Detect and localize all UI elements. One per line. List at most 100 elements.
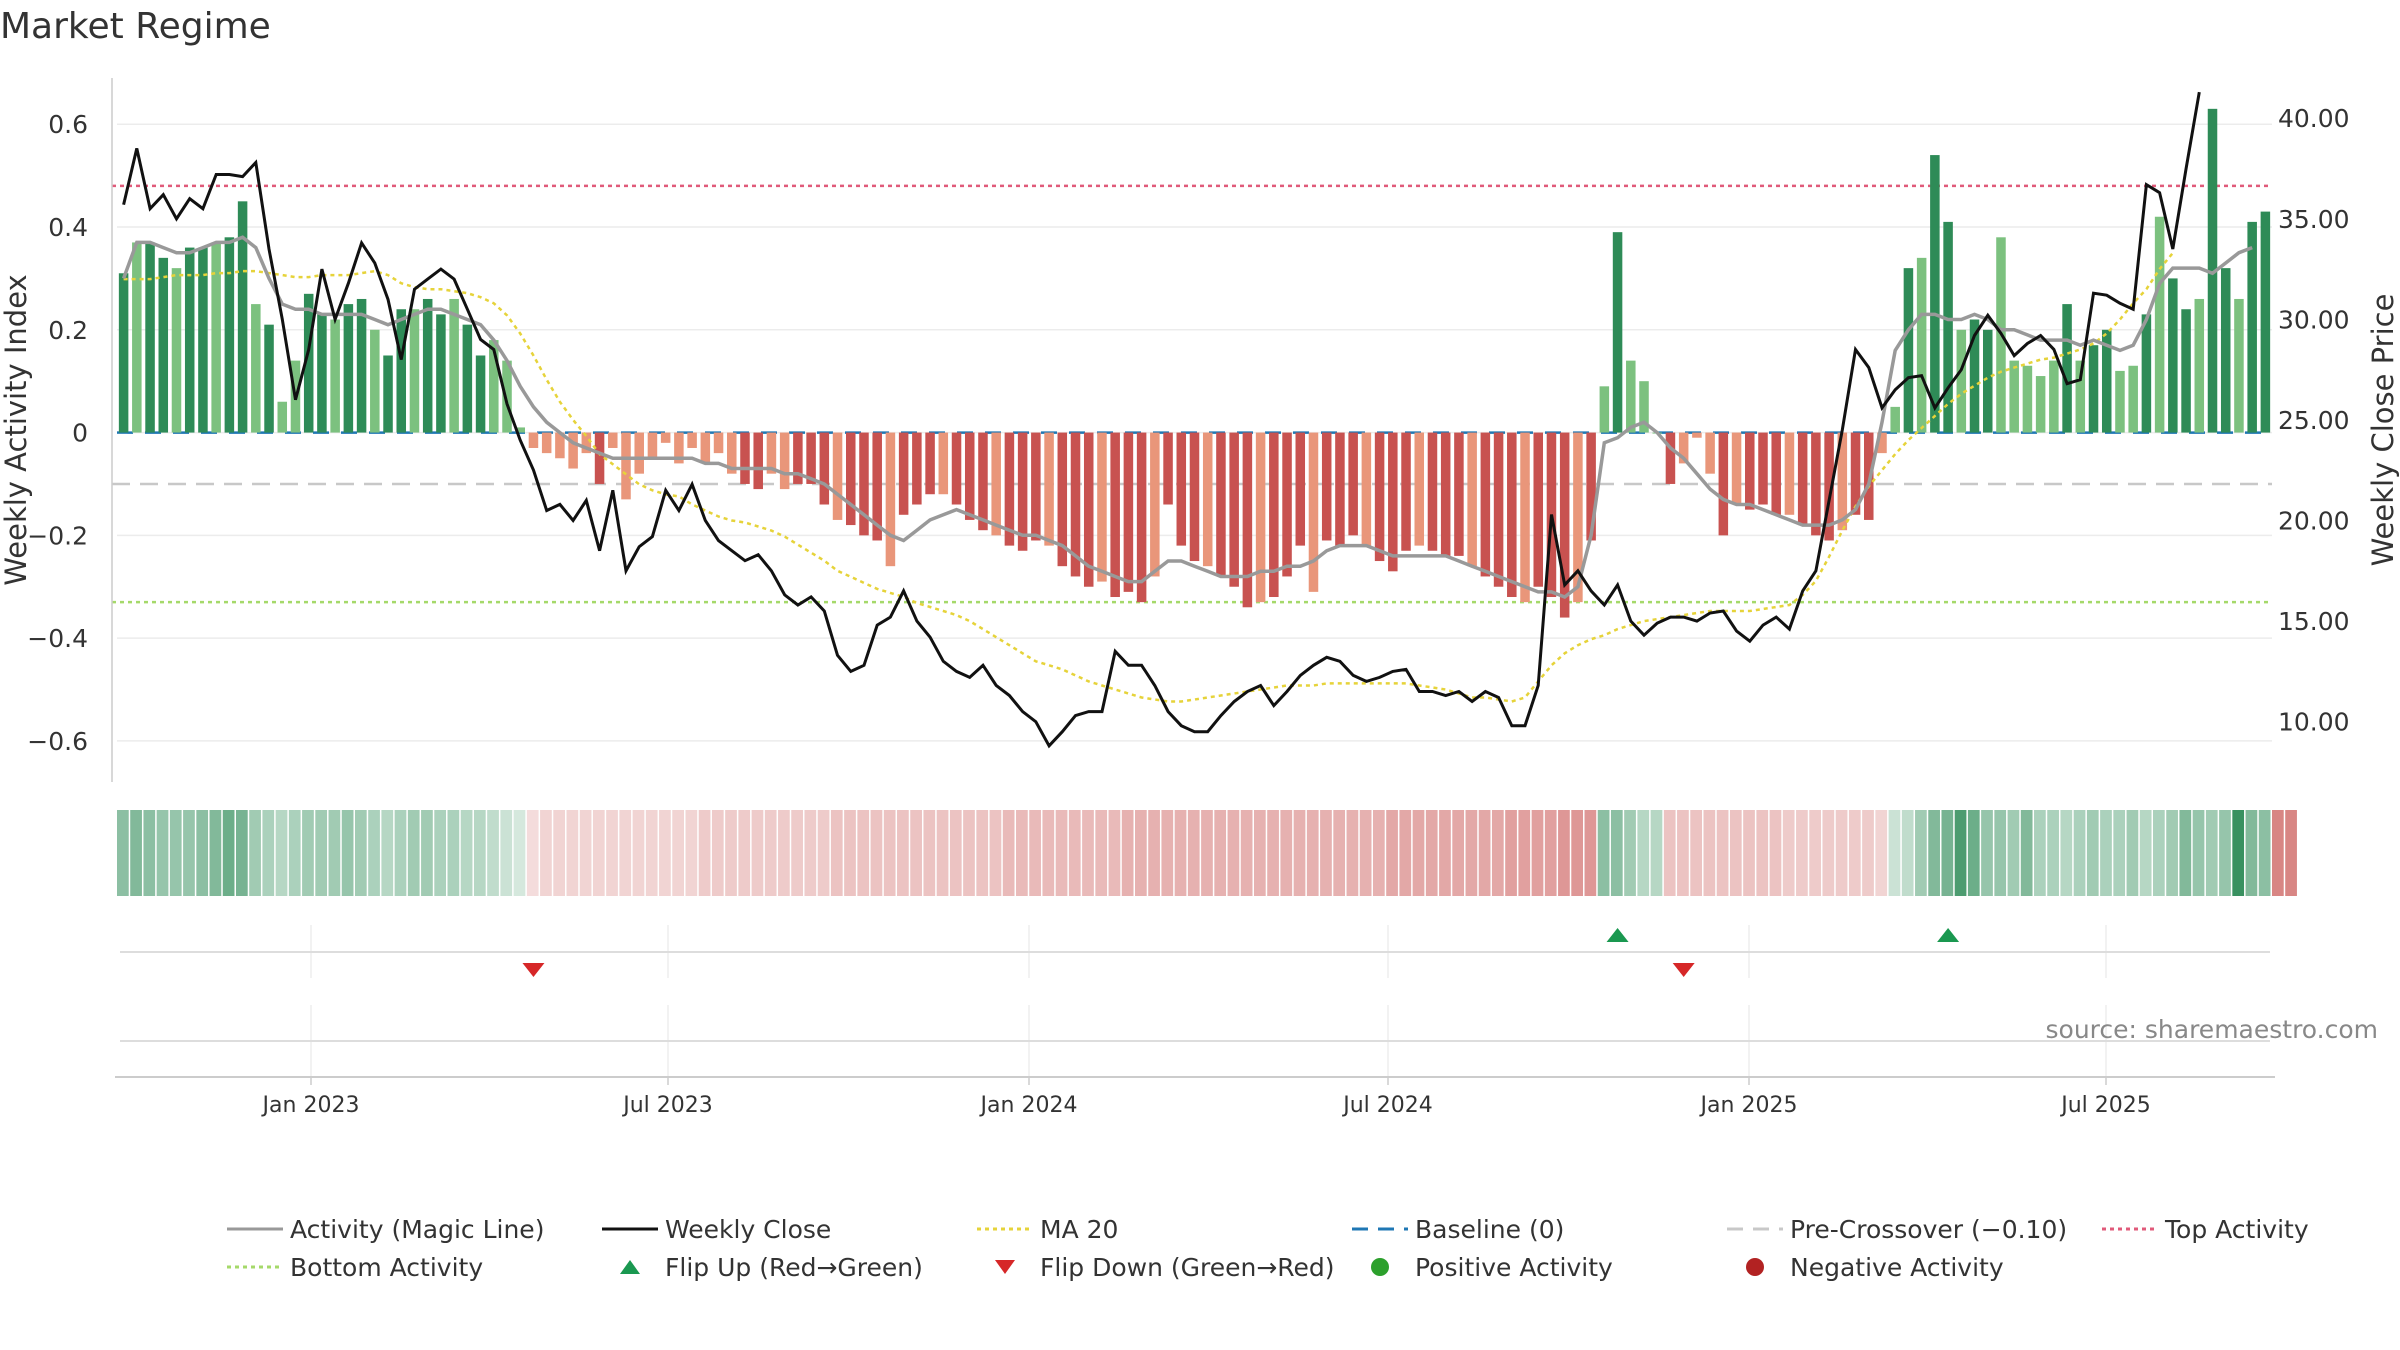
activity-bar (1123, 432, 1134, 592)
activity-bar (793, 432, 803, 484)
activity-bar (1731, 432, 1742, 505)
regime-strip-cell (1108, 810, 1121, 896)
magic-line (121, 235, 2253, 599)
legend: Activity (Magic Line) Weekly Close MA 20 Ba… (220, 1210, 2370, 1286)
regime-strip-cell (130, 810, 142, 896)
activity-bar (2220, 268, 2231, 433)
activity-bar (1308, 432, 1319, 592)
y-right-axis-label: Weekly Close Price (2366, 294, 2400, 567)
legend-symbol-icon (1345, 1219, 1415, 1239)
legend-label: Pre-Crossover (−0.10) (1790, 1214, 2068, 1244)
activity-bar (1599, 386, 1610, 433)
regime-strip-cell (368, 810, 380, 896)
regime-strip-cell (1055, 810, 1068, 896)
regime-strip-cell (1716, 810, 1729, 896)
legend-item: Activity (Magic Line) (220, 1210, 595, 1248)
activity-bar (2101, 329, 2112, 433)
regime-strip-cell (1518, 810, 1531, 896)
regime-strip-cell (1095, 810, 1108, 896)
activity-bar (740, 432, 750, 484)
regime-strip-cell (2007, 810, 2020, 896)
activity-bar (541, 432, 552, 454)
regime-strip-cell (553, 810, 566, 896)
activity-bar (2194, 298, 2205, 433)
activity-bar (1493, 432, 1504, 587)
regime-strip-cell (989, 810, 1002, 896)
regime-strip-cell (778, 810, 790, 896)
activity-bar (1718, 432, 1729, 536)
regime-strip-cell (1610, 810, 1623, 896)
regime-strip-cell (870, 810, 883, 896)
activity-bar (1745, 432, 1755, 510)
regime-strip-cell (1928, 810, 1940, 896)
activity-bar (1480, 432, 1491, 577)
activity-bar (1705, 432, 1715, 474)
regime-strip-cell (1571, 810, 1584, 896)
activity-bar (1282, 432, 1292, 577)
regime-strip-cell (1637, 810, 1650, 896)
activity-bar (449, 298, 459, 433)
activity-bar (1255, 432, 1266, 603)
activity-bar (1414, 432, 1425, 546)
activity-bar (1890, 406, 1900, 433)
activity-bar (2207, 108, 2218, 433)
activity-bar (568, 432, 578, 469)
activity-bar (872, 432, 882, 541)
regime-strip-cell (1743, 810, 1755, 896)
activity-bar (819, 432, 830, 505)
x-tick-label: Jul 2025 (2059, 1093, 2151, 1118)
activity-bar (1692, 432, 1702, 438)
regime-strip-cell (2020, 810, 2033, 896)
activity-bar (2009, 360, 2019, 433)
regime-strip-cell (1624, 810, 1636, 896)
activity-bar (938, 432, 949, 495)
regime-strip-cell (804, 810, 817, 896)
regime-strip-cell (1240, 810, 1253, 896)
activity-bar (224, 237, 235, 433)
activity-bar (1824, 432, 1834, 541)
y-left-axis-label: Weekly Activity Index (0, 274, 33, 585)
activity-bar (2062, 304, 2072, 433)
activity-bar (1229, 432, 1239, 587)
regime-strip-cell (2034, 810, 2046, 896)
regime-strip-cell (275, 810, 288, 896)
activity-bar (396, 309, 407, 433)
legend-item: Negative Activity (1720, 1248, 2095, 1286)
regime-strip-cell (1756, 810, 1769, 896)
weekly-close-line (122, 91, 2201, 749)
regime-strip-cell (2166, 810, 2178, 896)
activity-bar (1467, 432, 1477, 567)
activity-bar (859, 432, 869, 536)
activity-bar (925, 432, 935, 495)
y-right-tick-label: 30.00 (2278, 305, 2350, 334)
activity-bar (2234, 298, 2244, 433)
regime-strip-cell (2258, 810, 2271, 896)
regime-strip-cell (209, 810, 222, 896)
regime-strip-cell (606, 810, 618, 896)
y-right-tick-label: 10.00 (2278, 708, 2350, 737)
source-text: source: sharemaestro.com (2046, 1015, 2379, 1044)
activity-bar (2260, 211, 2271, 433)
activity-bar (713, 432, 724, 454)
regime-strip-cell (857, 810, 870, 896)
regime-strip-cell (2086, 810, 2099, 896)
activity-bar (581, 432, 592, 454)
regime-strip-cell (1201, 810, 1213, 896)
activity-bar (2247, 221, 2257, 433)
regime-strip-cell (2272, 810, 2284, 896)
regime-strip-cell (1320, 810, 1332, 896)
regime-strip-cell (473, 810, 486, 896)
regime-strip-cell (249, 810, 261, 896)
flip-panel (120, 925, 2270, 978)
regime-strip-cell (1809, 810, 1821, 896)
regime-strip-cell (1029, 810, 1041, 896)
regime-strip-cell (1597, 810, 1610, 896)
legend-label: Flip Down (Green→Red) (1040, 1252, 1335, 1282)
regime-strip-cell (341, 810, 354, 896)
x-tick-label: Jan 2025 (1699, 1093, 1798, 1118)
activity-bar (1136, 432, 1147, 603)
regime-strip-cell (1967, 810, 1980, 896)
activity-bar (1202, 432, 1213, 567)
activity-bar (2075, 360, 2086, 433)
